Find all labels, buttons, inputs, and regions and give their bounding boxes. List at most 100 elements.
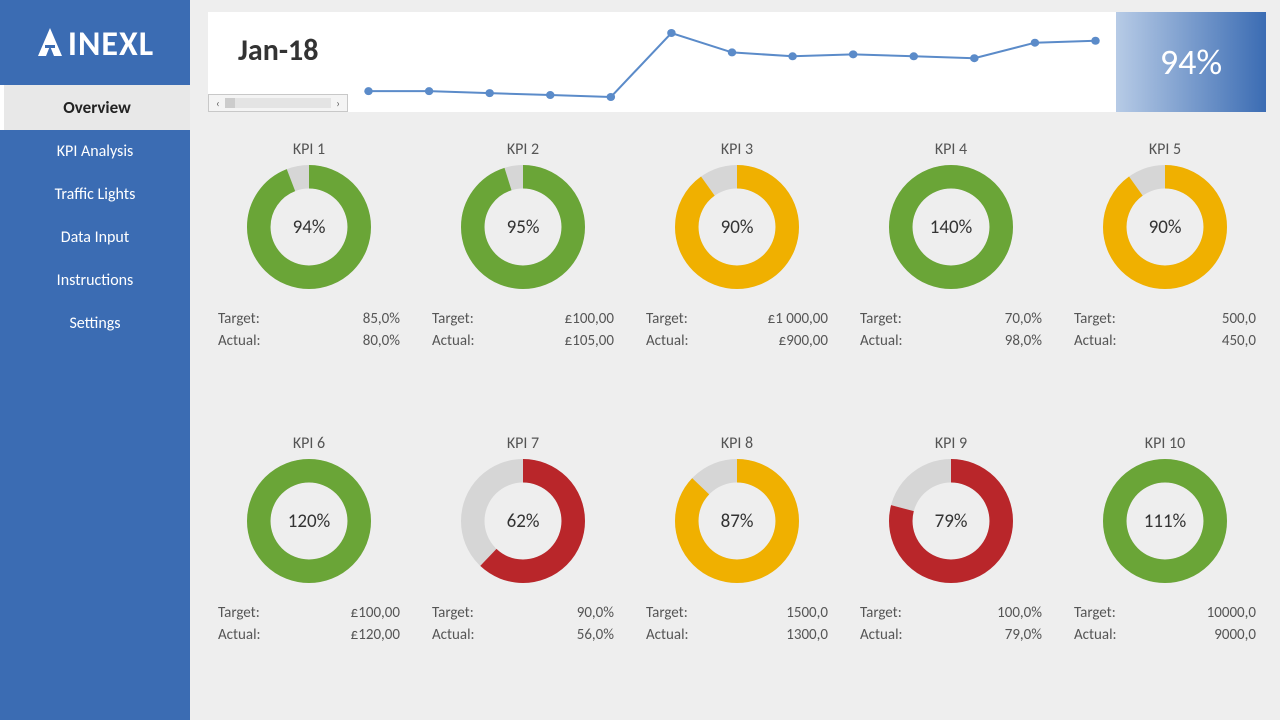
kpi-percent: 90% [675, 165, 799, 289]
kpi-target-label: Target: [1074, 309, 1116, 331]
kpi-target-value: 10000,0 [1207, 603, 1256, 625]
kpi-card: KPI 2 95% Target: £100,00 Actual: £105,0… [422, 136, 624, 418]
header-row: Jan-18 ‹ › 94% [208, 12, 1266, 112]
kpi-target-value: £1 000,00 [768, 309, 828, 331]
kpi-target-value: £100,00 [351, 603, 400, 625]
kpi-target-value: 70,0% [1005, 309, 1042, 331]
kpi-percent: 62% [461, 459, 585, 583]
sidebar-item-settings[interactable]: Settings [0, 302, 190, 345]
kpi-title: KPI 4 [935, 140, 967, 159]
kpi-donut: 95% [461, 165, 585, 289]
kpi-card: KPI 1 94% Target: 85,0% Actual: 80,0% [208, 136, 410, 418]
kpi-donut: 62% [461, 459, 585, 583]
kpi-meta: Target: 70,0% Actual: 98,0% [856, 309, 1046, 353]
kpi-card: KPI 7 62% Target: 90,0% Actual: 56,0% [422, 430, 624, 712]
kpi-actual-value: 79,0% [1005, 625, 1042, 647]
sidebar-nav: OverviewKPI AnalysisTraffic LightsData I… [0, 85, 190, 345]
sidebar-item-data-input[interactable]: Data Input [0, 216, 190, 259]
kpi-donut: 140% [889, 165, 1013, 289]
kpi-meta: Target: 10000,0 Actual: 9000,0 [1070, 603, 1260, 647]
kpi-title: KPI 5 [1149, 140, 1181, 159]
scroll-thumb[interactable] [225, 98, 235, 108]
kpi-card: KPI 4 140% Target: 70,0% Actual: 98,0% [850, 136, 1052, 418]
kpi-percent: 94% [247, 165, 371, 289]
kpi-title: KPI 6 [293, 434, 325, 453]
kpi-card: KPI 10 111% Target: 10000,0 Actual: 9000… [1064, 430, 1266, 712]
brand-logo: INEXL [0, 0, 190, 85]
kpi-meta: Target: £100,00 Actual: £105,00 [428, 309, 618, 353]
sidebar-item-overview[interactable]: Overview [0, 85, 190, 130]
kpi-target-label: Target: [646, 309, 688, 331]
kpi-title: KPI 7 [507, 434, 539, 453]
kpi-target-value: 100,0% [997, 603, 1042, 625]
kpi-percent: 79% [889, 459, 1013, 583]
sidebar-item-instructions[interactable]: Instructions [0, 259, 190, 302]
main-area: Jan-18 ‹ › 94% KPI 1 94% [190, 0, 1280, 720]
kpi-actual-value: 1300,0 [786, 625, 828, 647]
kpi-card: KPI 9 79% Target: 100,0% Actual: 79,0% [850, 430, 1052, 712]
kpi-target-label: Target: [218, 309, 260, 331]
kpi-grid: KPI 1 94% Target: 85,0% Actual: 80,0% KP… [208, 136, 1266, 712]
kpi-percent: 90% [1103, 165, 1227, 289]
kpi-title: KPI 2 [507, 140, 539, 159]
app-root: INEXL OverviewKPI AnalysisTraffic Lights… [0, 0, 1280, 720]
sparkline-chart [360, 25, 1104, 105]
scroll-right-icon[interactable]: › [333, 97, 343, 110]
kpi-actual-label: Actual: [860, 331, 903, 353]
summary-value: 94% [1160, 40, 1222, 84]
kpi-percent: 140% [889, 165, 1013, 289]
kpi-actual-label: Actual: [646, 625, 689, 647]
summary-tile: 94% [1116, 12, 1266, 112]
kpi-title: KPI 10 [1145, 434, 1185, 453]
scroll-track[interactable] [225, 98, 332, 108]
kpi-title: KPI 1 [293, 140, 325, 159]
sidebar-item-traffic-lights[interactable]: Traffic Lights [0, 173, 190, 216]
brand-text: INEXL [68, 24, 154, 65]
kpi-donut: 111% [1103, 459, 1227, 583]
kpi-actual-value: 80,0% [363, 331, 400, 353]
kpi-meta: Target: 100,0% Actual: 79,0% [856, 603, 1046, 647]
kpi-donut: 90% [1103, 165, 1227, 289]
kpi-target-label: Target: [860, 603, 902, 625]
kpi-percent: 87% [675, 459, 799, 583]
kpi-actual-label: Actual: [1074, 625, 1117, 647]
kpi-target-value: £100,00 [565, 309, 614, 331]
kpi-percent: 120% [247, 459, 371, 583]
kpi-title: KPI 8 [721, 434, 753, 453]
kpi-target-label: Target: [432, 603, 474, 625]
kpi-target-label: Target: [218, 603, 260, 625]
scroll-left-icon[interactable]: ‹ [213, 97, 223, 110]
kpi-percent: 111% [1103, 459, 1227, 583]
kpi-meta: Target: £1 000,00 Actual: £900,00 [642, 309, 832, 353]
kpi-actual-value: 56,0% [577, 625, 614, 647]
kpi-actual-value: £120,00 [351, 625, 400, 647]
kpi-actual-label: Actual: [218, 331, 261, 353]
kpi-donut: 79% [889, 459, 1013, 583]
kpi-actual-value: £900,00 [779, 331, 828, 353]
kpi-card: KPI 5 90% Target: 500,0 Actual: 450,0 [1064, 136, 1266, 418]
kpi-actual-value: £105,00 [565, 331, 614, 353]
sidebar-item-kpi-analysis[interactable]: KPI Analysis [0, 130, 190, 173]
sidebar: INEXL OverviewKPI AnalysisTraffic Lights… [0, 0, 190, 720]
kpi-percent: 95% [461, 165, 585, 289]
kpi-card: KPI 8 87% Target: 1500,0 Actual: 1300,0 [636, 430, 838, 712]
kpi-target-label: Target: [646, 603, 688, 625]
period-scrollbar[interactable]: ‹ › [208, 94, 348, 112]
kpi-actual-label: Actual: [646, 331, 689, 353]
kpi-actual-value: 9000,0 [1214, 625, 1256, 647]
kpi-actual-label: Actual: [860, 625, 903, 647]
logo-icon [36, 28, 64, 62]
kpi-donut: 87% [675, 459, 799, 583]
kpi-target-label: Target: [432, 309, 474, 331]
kpi-target-value: 1500,0 [786, 603, 828, 625]
kpi-meta: Target: 85,0% Actual: 80,0% [214, 309, 404, 353]
kpi-donut: 120% [247, 459, 371, 583]
kpi-target-label: Target: [860, 309, 902, 331]
kpi-actual-label: Actual: [1074, 331, 1117, 353]
period-block: Jan-18 ‹ › [208, 12, 348, 112]
kpi-card: KPI 3 90% Target: £1 000,00 Actual: £900… [636, 136, 838, 418]
kpi-donut: 90% [675, 165, 799, 289]
kpi-donut: 94% [247, 165, 371, 289]
period-title: Jan-18 [208, 12, 348, 94]
kpi-meta: Target: £100,00 Actual: £120,00 [214, 603, 404, 647]
